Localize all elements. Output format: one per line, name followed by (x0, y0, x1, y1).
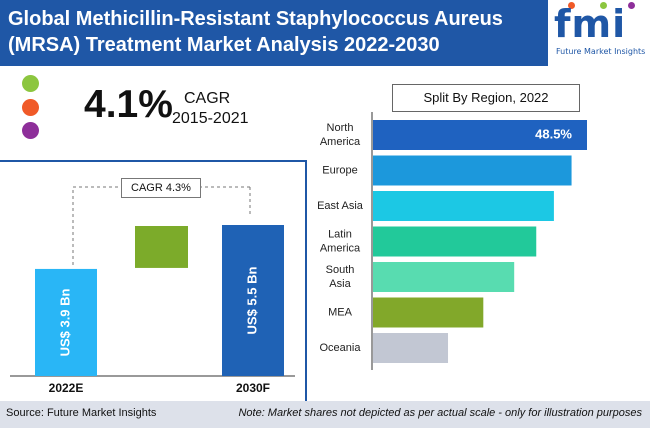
left-divider (0, 160, 305, 162)
title-line-1: Global Methicillin-Resistant Staphylococ… (8, 8, 503, 30)
logo-dot-purple (628, 2, 635, 9)
bar-2030F (222, 225, 284, 376)
growth-chart: US$ 3.9 Bn 2022E US$ 5.5 Bn 2030F (10, 186, 295, 395)
orange-dot (22, 99, 39, 116)
growth-increment-block (135, 226, 188, 268)
cagr-period: 2015-2021 (172, 110, 249, 127)
cagr-value: 4.1% (84, 83, 173, 126)
title-line-2: (MRSA) Treatment Market Analysis 2022-20… (8, 34, 440, 56)
region-tick-label: North (327, 122, 354, 134)
region-tick-label: America (320, 242, 361, 254)
region-bar (373, 297, 484, 328)
region-tick-label: America (320, 136, 361, 148)
logo-dot-green (600, 2, 607, 9)
region-tick-label: MEA (328, 306, 353, 318)
logo-dot-orange (568, 2, 575, 9)
note-text: Note: Market shares not depicted as per … (238, 407, 642, 419)
logo-mark: fmi (554, 2, 627, 46)
region-tick-label: East Asia (317, 200, 364, 212)
cagr-label: CAGR (184, 90, 231, 107)
center-divider (305, 160, 307, 401)
region-tick-label: South (326, 264, 355, 276)
region-bar (373, 333, 449, 363)
cagr-tag: CAGR 4.3% (121, 178, 201, 198)
region-tick-label: Europe (322, 164, 357, 176)
header-banner: Global Methicillin-Resistant Staphylococ… (0, 0, 650, 66)
region-chart-title: Split By Region, 2022 (392, 84, 580, 112)
green-dot (22, 75, 39, 92)
region-bar (373, 226, 537, 257)
region-bar (373, 262, 515, 292)
bar-value-label: US$ 3.9 Bn (57, 288, 72, 356)
region-bar (373, 120, 587, 150)
cagr-tag-text: CAGR 4.3% (131, 182, 191, 194)
source-text: Source: Future Market Insights (6, 407, 157, 419)
region-tick-label: Asia (329, 278, 351, 290)
bar-value-label: US$ 5.5 Bn (244, 266, 259, 334)
logo-tagline: Future Market Insights (556, 47, 646, 56)
x-tick-label: 2022E (49, 381, 84, 395)
region-bar (373, 191, 554, 221)
fmi-logo: fmi Future Market Insights (548, 0, 650, 66)
footer-bar: Source: Future Market Insights Note: Mar… (0, 401, 650, 428)
page-title: Global Methicillin-Resistant Staphylococ… (8, 6, 503, 58)
x-tick-label: 2030F (236, 381, 270, 395)
region-data-label: 48.5% (535, 126, 572, 141)
purple-dot (22, 122, 39, 139)
region-tick-label: Latin (328, 228, 352, 240)
bar-2022E (35, 268, 97, 376)
region-bar (373, 155, 572, 186)
region-chart: North America 48.5% Europe East Asia Latin Ame… (317, 112, 587, 370)
region-tick-label: Oceania (320, 342, 362, 354)
